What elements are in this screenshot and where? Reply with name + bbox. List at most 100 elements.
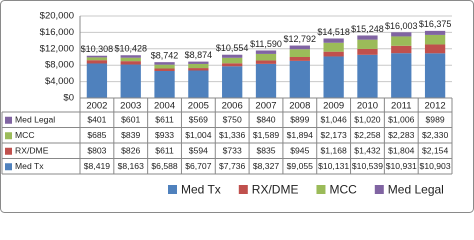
x-tick-label: 2005 — [188, 101, 209, 112]
table-cell: $10,131 — [318, 161, 349, 171]
table-cell: $9,055 — [287, 161, 314, 171]
table-cell: $10,931 — [386, 161, 417, 171]
bar-segment — [120, 57, 141, 62]
y-tick-label: $20,000 — [40, 11, 74, 22]
bar-segment — [391, 53, 412, 98]
total-label: $11,590 — [250, 39, 282, 49]
table-cell: $750 — [223, 115, 242, 125]
table-cell: $1,336 — [219, 130, 246, 140]
table-cell: $601 — [121, 115, 140, 125]
y-tick-label: $16,000 — [40, 27, 74, 38]
bar-segment — [289, 45, 310, 50]
total-label: $8,874 — [185, 50, 213, 60]
table-cell: $6,588 — [151, 161, 178, 171]
x-tick-label: 2012 — [425, 101, 446, 112]
legend-label: Med Legal — [388, 183, 444, 197]
bar-segment — [188, 70, 209, 98]
bar-segment — [120, 61, 141, 65]
table-cell: $1,168 — [320, 146, 347, 156]
total-label: $10,428 — [114, 44, 147, 54]
x-tick-label: 2011 — [391, 101, 411, 112]
table-cell: $1,046 — [320, 115, 347, 125]
table-cell: $803 — [87, 146, 106, 156]
x-tick-label: 2007 — [255, 101, 276, 112]
table-cell: $1,804 — [388, 146, 415, 156]
bar-segment — [188, 61, 209, 64]
bar-segment — [323, 56, 344, 98]
table-cell: $569 — [189, 115, 208, 125]
table-row-label: MCC — [15, 130, 35, 140]
bar-segment — [120, 55, 141, 58]
legend-swatch — [316, 185, 326, 194]
table-cell: $611 — [155, 146, 174, 156]
table-cell: $840 — [256, 115, 275, 125]
table-cell: $839 — [121, 130, 140, 140]
total-label: $12,792 — [284, 34, 317, 44]
bar-segment — [222, 66, 243, 98]
table-row-label: Med Legal — [15, 115, 55, 125]
total-label: $8,742 — [151, 51, 179, 61]
bar-segment — [255, 53, 277, 61]
bar-segment — [289, 60, 310, 98]
table-cell: $989 — [426, 115, 445, 125]
bar-segment — [424, 53, 446, 98]
total-label: $10,308 — [81, 44, 114, 54]
bar-segment — [222, 54, 243, 58]
bar-segment — [222, 63, 243, 67]
bar-segment — [424, 30, 446, 35]
total-label: $16,375 — [419, 19, 452, 29]
bar-segment — [255, 50, 277, 54]
bar-segment — [357, 54, 378, 98]
x-tick-label: 2003 — [120, 101, 141, 112]
table-cell: $10,539 — [352, 161, 383, 171]
bar-segment — [86, 60, 108, 64]
bar-segment — [289, 49, 310, 57]
bar-segment — [222, 57, 243, 64]
legend-label: MCC — [329, 183, 357, 197]
legend-swatch — [374, 185, 384, 194]
table-cell: $611 — [155, 115, 174, 125]
x-tick-label: 2002 — [86, 101, 107, 112]
total-label: $15,248 — [351, 24, 384, 34]
table-cell: $733 — [223, 146, 242, 156]
bar-segment — [391, 45, 412, 54]
table-cell: $1,006 — [388, 115, 415, 125]
y-tick-label: $4,000 — [45, 76, 74, 87]
bar-segment — [120, 64, 141, 98]
table-row-label: RX/DME — [15, 146, 49, 156]
y-tick-label: $12,000 — [40, 43, 74, 54]
legend-label: RX/DME — [252, 183, 299, 197]
bar-segment — [391, 36, 412, 46]
table-swatch — [5, 163, 12, 171]
table-cell: $835 — [256, 146, 275, 156]
table-cell: $2,330 — [422, 130, 449, 140]
table-cell: $1,004 — [185, 130, 212, 140]
bar-segment — [188, 63, 209, 69]
bar-segment — [188, 68, 209, 71]
table-swatch — [5, 116, 12, 124]
x-tick-label: 2009 — [323, 101, 344, 112]
table-cell: $1,894 — [287, 130, 314, 140]
table-swatch — [5, 132, 12, 140]
y-tick-label: $0 — [63, 93, 74, 104]
table-cell: $8,327 — [253, 161, 280, 171]
table-cell: $1,589 — [253, 130, 280, 140]
table-cell: $594 — [189, 146, 208, 156]
x-tick-label: 2006 — [222, 101, 243, 112]
table-cell: $945 — [290, 146, 309, 156]
table-cell: $2,258 — [354, 130, 381, 140]
bar-segment — [391, 32, 412, 37]
bar-segment — [357, 35, 378, 40]
bar-segment — [323, 38, 344, 43]
bar-segment — [86, 55, 108, 58]
x-tick-label: 2008 — [289, 101, 310, 112]
table-cell: $10,903 — [420, 161, 451, 171]
table-cell: $2,154 — [422, 146, 449, 156]
table-cell: $401 — [87, 115, 106, 125]
total-label: $10,554 — [216, 43, 249, 53]
table-cell: $8,163 — [118, 161, 145, 171]
table-row-label: Med Tx — [15, 161, 44, 171]
table-cell: $6,707 — [185, 161, 212, 171]
bar-segment — [86, 63, 108, 98]
bar-segment — [255, 60, 277, 64]
